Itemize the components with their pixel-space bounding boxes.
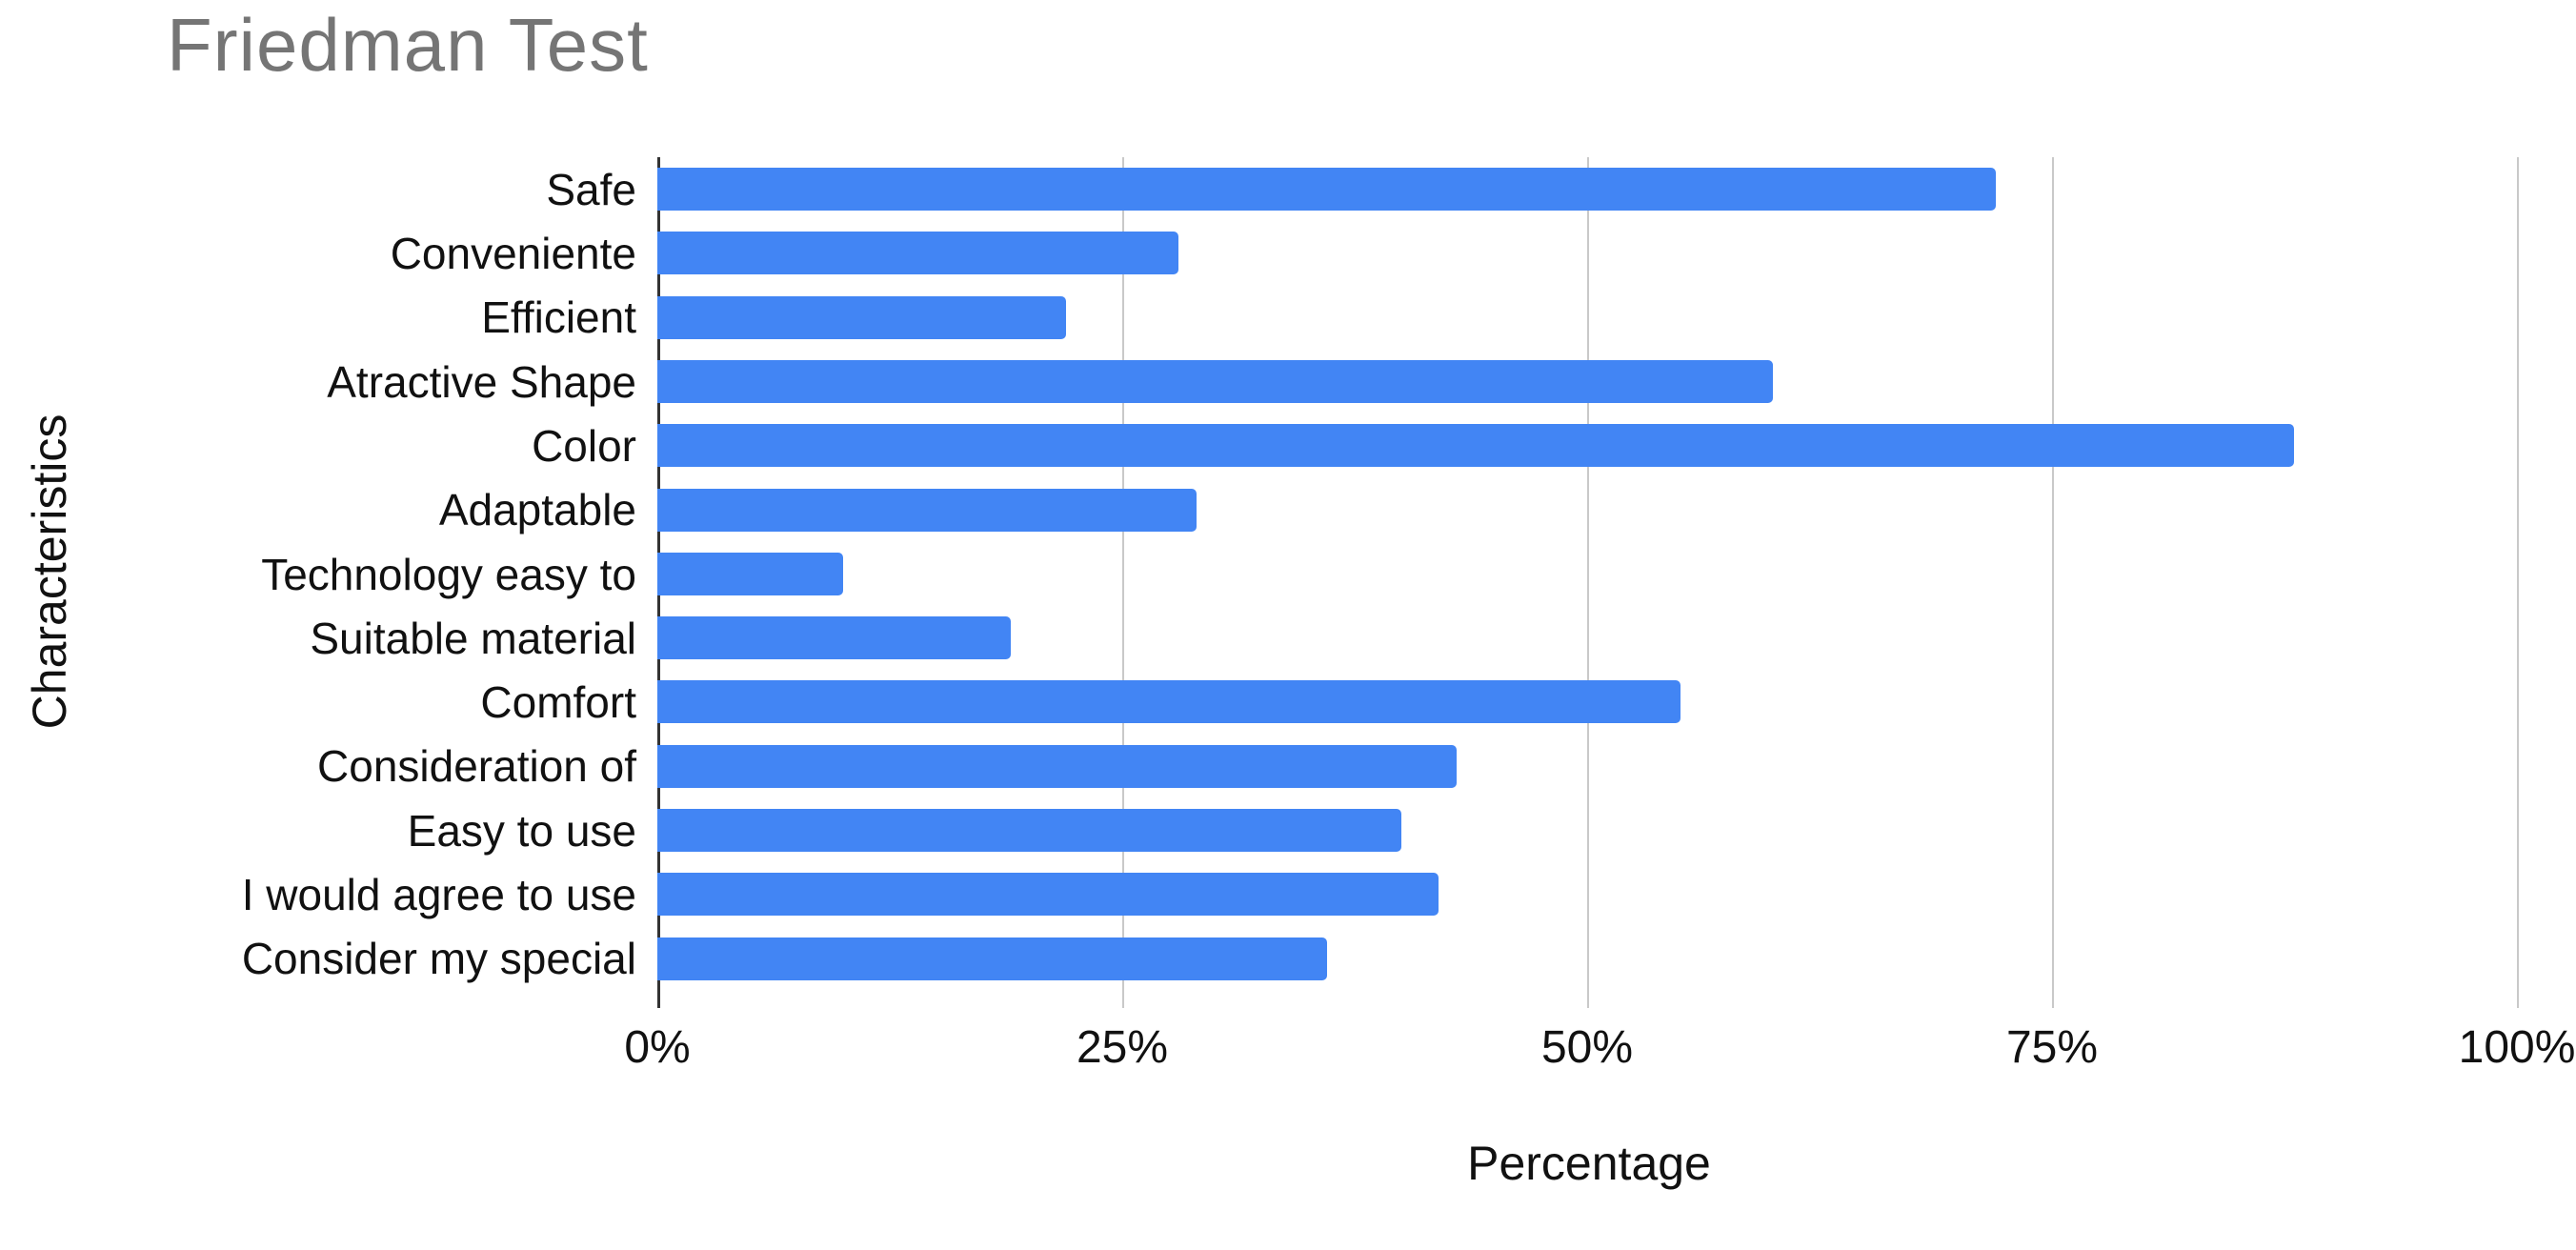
gridline (1587, 157, 1589, 1008)
category-label: Easy to use (407, 805, 636, 856)
x-axis-ticks: 0% 25% 50% 75% 100% (0, 1021, 2576, 1079)
bar (657, 873, 1439, 917)
bar-row (657, 286, 2517, 350)
category-label: Adaptable (438, 485, 636, 535)
category-axis: Safe Conveniente Efficient Atractive Shape C… (0, 157, 636, 991)
bar (657, 616, 1011, 660)
bar-row (657, 798, 2517, 862)
bar (657, 809, 1401, 853)
x-tick-label: 0% (624, 1022, 691, 1073)
x-axis-title: Percentage (1467, 1137, 1711, 1190)
gridline (2052, 157, 2054, 1008)
bar (657, 552, 844, 595)
x-tick-label: 75% (2005, 1022, 2099, 1073)
bar-row (657, 157, 2517, 221)
category-label: Atractive Shape (327, 356, 636, 407)
bar (657, 488, 1197, 532)
category-label: Efficient (481, 292, 636, 343)
bar-row (657, 413, 2517, 477)
bar-row (657, 350, 2517, 413)
bar (657, 937, 1327, 980)
category-label: Color (532, 420, 636, 471)
category-label: Comfort (480, 677, 636, 728)
category-label: Conveniente (390, 228, 636, 278)
bar (657, 232, 1178, 275)
bar-row (657, 542, 2517, 606)
chart-title: Friedman Test (167, 3, 649, 87)
category-label: Technology easy to (261, 549, 636, 599)
bar-row (657, 735, 2517, 798)
gridline (1122, 157, 1124, 1008)
bar-row (657, 606, 2517, 670)
bar-row (657, 670, 2517, 734)
x-tick-label: 100% (2458, 1022, 2576, 1073)
x-tick-label: 50% (1540, 1022, 1634, 1073)
bar (657, 359, 1774, 403)
category-label: I would agree to use (241, 870, 636, 920)
x-tick-label: 25% (1076, 1022, 1169, 1073)
bar (657, 424, 2294, 468)
bar (657, 744, 1458, 788)
category-label: Consideration of (317, 741, 636, 792)
bar (657, 168, 1997, 211)
plot-area (657, 157, 2519, 1008)
bar-row (657, 927, 2517, 991)
gridline (2517, 157, 2519, 1008)
bar (657, 295, 1067, 339)
bar-row (657, 221, 2517, 285)
category-label: Consider my special (241, 934, 636, 984)
bar (657, 680, 1680, 724)
category-label: Safe (546, 164, 636, 214)
bar-row (657, 862, 2517, 926)
bar-row (657, 478, 2517, 542)
category-label: Suitable material (310, 613, 636, 663)
